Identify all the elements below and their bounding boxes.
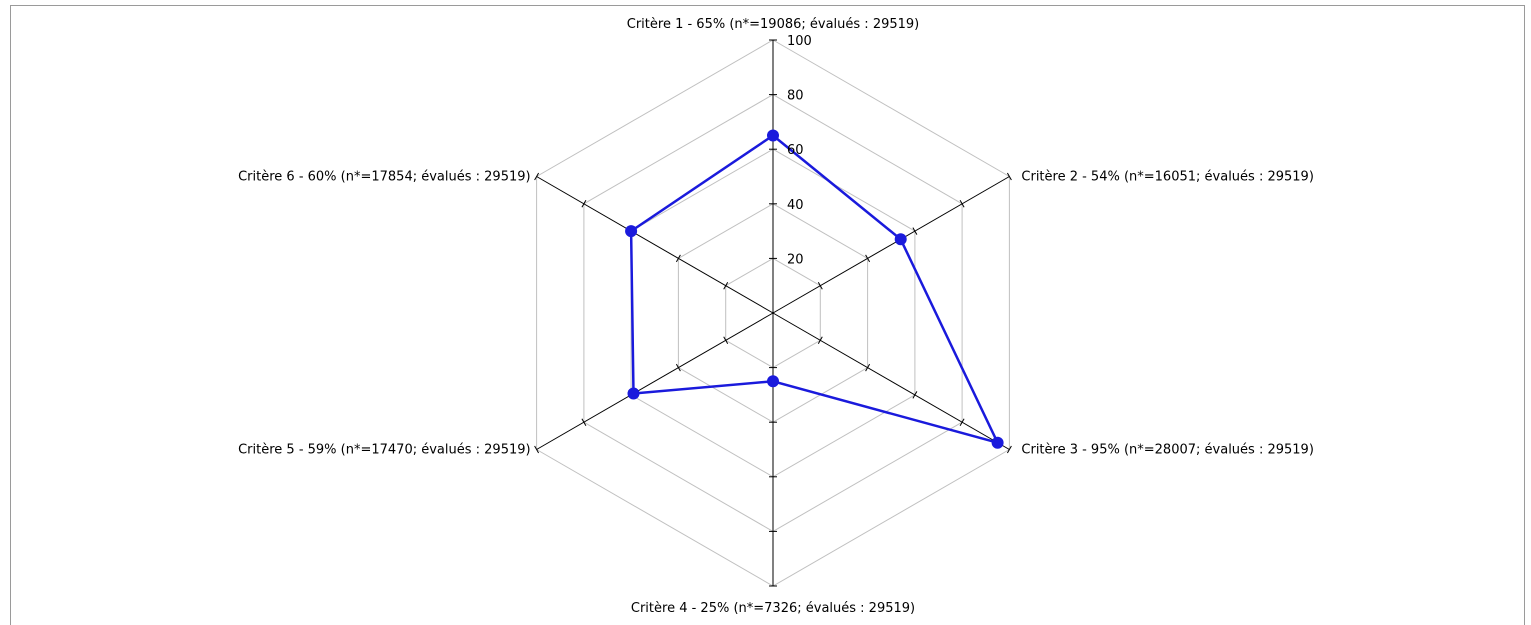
axis-tick-mark [723,281,729,290]
scale-tick-label: 20 [787,252,804,267]
axis-tick-mark [865,254,871,263]
label-layer: 20 40 60 80 100 Critère 1 - 65% (n*=19086; év… [238,17,1314,616]
axis-tick-mark [675,254,681,263]
axis-line-3 [772,312,1010,450]
axis-label-4: Critère 4 - 25% (n*=7326; évalués : 2951… [631,601,915,616]
axis-tick-mark [1006,445,1012,454]
axis-line-6 [536,176,774,314]
data-point-1 [767,129,779,142]
series-layer [625,129,1004,449]
data-point-6 [625,225,638,238]
axis-tick-mark [817,281,823,290]
data-point-2 [894,233,907,246]
axis-label-3: Critère 3 - 95% (n*=28007; évalués : 295… [1021,443,1314,458]
axis-tick-mark [581,200,587,208]
data-point-5 [627,387,640,400]
axis-tick-mark [581,418,587,426]
axis-label-5: Critère 5 - 59% (n*=17470; évalués : 295… [238,443,531,458]
axis-tick-mark [534,445,540,454]
axis-tick-mark [675,363,681,372]
data-point-4 [767,375,779,388]
axis-tick-mark [865,363,871,372]
data-point-3 [991,436,1004,449]
axis-tick-mark [959,418,965,426]
axis-tick-mark [959,200,965,208]
axis-tick-mark [817,336,823,345]
axis-tick-mark [723,336,729,345]
chart-frame [10,5,1525,625]
axis-tick-mark [1006,172,1012,181]
scale-tick-label: 40 [787,198,804,213]
axis-label-6: Critère 6 - 60% (n*=17854; évalués : 295… [238,170,531,185]
axis-tick-mark [912,227,918,235]
axis-line-5 [536,312,774,450]
axis-tick-mark [912,391,918,399]
scale-tick-label: 80 [787,89,804,104]
axis-label-1: Critère 1 - 65% (n*=19086; évalués : 295… [627,17,920,32]
scale-tick-label: 100 [787,34,812,49]
axis-label-2: Critère 2 - 54% (n*=16051; évalués : 295… [1021,170,1314,185]
axis-line-2 [772,176,1010,314]
scale-tick-label: 60 [787,143,804,158]
axis-layer [534,39,1012,587]
axis-tick-mark [534,172,540,181]
